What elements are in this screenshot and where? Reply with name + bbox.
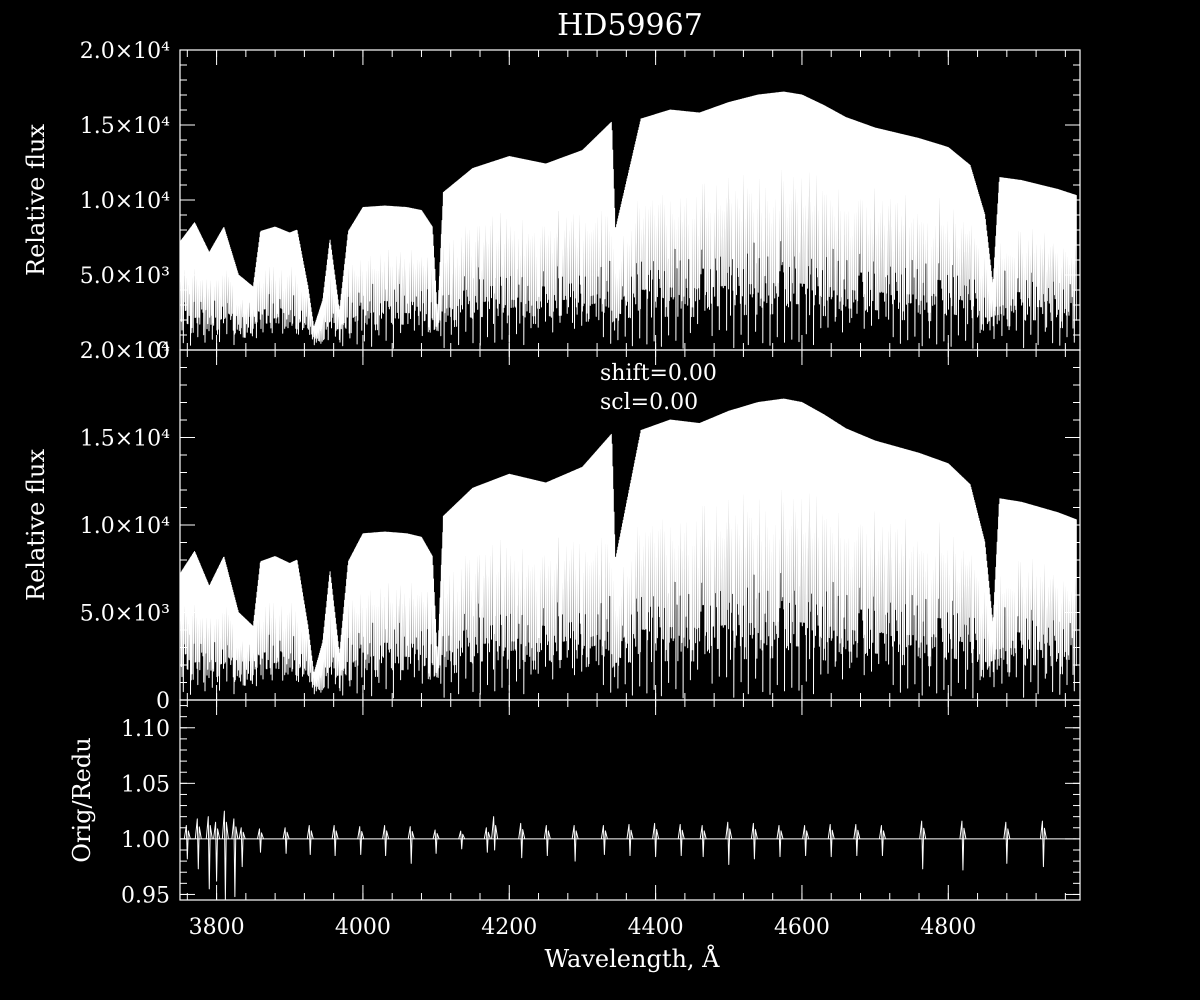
ratio-spike (827, 823, 835, 858)
x-tick-label: 4800 (920, 915, 976, 940)
x-tick-label: 4600 (774, 915, 830, 940)
x-tick-label: 4400 (628, 915, 684, 940)
ratio-spike (382, 825, 390, 857)
y-tick-label: 1.5×10⁴ (80, 114, 170, 139)
ratio-spike (853, 823, 861, 857)
ratio-spike (282, 827, 290, 854)
spectrum-line (179, 91, 1077, 349)
ratio-spike (571, 825, 579, 862)
panel-reduced-y-axis-title: Relative flux (22, 449, 50, 601)
ratio-spike (543, 825, 551, 857)
ratio-spike (183, 825, 191, 860)
ratio-spike (231, 818, 239, 898)
y-tick-label: 5.0×10³ (80, 264, 170, 289)
panel-reduced-spectrum (179, 398, 1077, 699)
y-tick-label: 1.5×10⁴ (80, 427, 170, 452)
x-axis-ticks: 3800 4000 4200 4400 4600 4800 (189, 915, 977, 940)
shift-annotation: shift=0.00 (600, 361, 717, 386)
x-tick-label: 4000 (335, 915, 391, 940)
ratio-spike (491, 816, 499, 851)
ratio-spike (919, 820, 927, 870)
ratio-spike (677, 823, 685, 857)
panel-original-y-ticks: 0 5.0×10³ 1.0×10⁴ 1.5×10⁴ 2.0×10⁴ (80, 39, 1080, 364)
ratio-spike (407, 826, 415, 864)
y-tick-label: 1.05 (121, 772, 170, 797)
y-tick-label: 2.0×10⁴ (80, 339, 170, 364)
ratio-spike (699, 825, 707, 858)
x-axis-title: Wavelength, Å (544, 944, 720, 973)
ratio-spike (483, 827, 491, 853)
ratio-spike (357, 826, 365, 855)
ratio-spike (205, 816, 213, 890)
ratio-spike (194, 818, 202, 870)
ratio-spike (725, 821, 733, 865)
y-tick-label: 0.95 (121, 883, 170, 908)
scale-annotation: scl=0.00 (600, 390, 698, 415)
ratio-spike (1003, 821, 1011, 864)
panel-reduced: 0 5.0×10³ 1.0×10⁴ 1.5×10⁴ 2.0×10⁴ Relative f… (22, 339, 1081, 714)
ratio-spike (750, 822, 758, 860)
ratio-spike (1039, 820, 1047, 868)
ratio-spike (600, 825, 608, 855)
y-tick-label: 1.10 (121, 717, 170, 742)
ratio-spike (959, 820, 967, 871)
ratio-spike (652, 822, 660, 858)
y-tick-label: 1.0×10⁴ (80, 189, 170, 214)
ratio-spike (626, 823, 634, 857)
x-tick-label: 3800 (189, 915, 245, 940)
panel-ratio-y-ticks: 0.95 1.00 1.05 1.10 (121, 700, 1080, 908)
x-tick-label: 4200 (481, 915, 537, 940)
y-tick-label: 1.00 (121, 828, 170, 853)
ratio-spike (776, 825, 784, 858)
ratio-spike (331, 825, 339, 857)
y-tick-label: 5.0×10³ (80, 602, 170, 627)
ratio-spike (432, 829, 440, 854)
y-tick-label: 1.0×10⁴ (80, 514, 170, 539)
panel-original-y-axis-title: Relative flux (22, 124, 50, 276)
y-tick-label: 0 (156, 339, 170, 364)
ratio-spike (256, 828, 264, 853)
y-tick-label: 0 (156, 689, 170, 714)
ratio-spike (518, 822, 526, 859)
panel-ratio-frame (179, 699, 1081, 901)
y-tick-label: 2.0×10⁴ (80, 39, 170, 64)
ratio-spike (213, 821, 221, 882)
panel-original-spectrum (179, 91, 1077, 349)
ratio-spike (802, 825, 810, 857)
spectrum-line (179, 398, 1077, 699)
ratio-spike (238, 827, 246, 868)
ratio-spike (306, 825, 314, 855)
ratio-spike (458, 830, 466, 850)
panel-reduced-y-ticks: 0 5.0×10³ 1.0×10⁴ 1.5×10⁴ 2.0×10⁴ (80, 339, 1080, 714)
chart-title: HD59967 (557, 8, 703, 43)
panel-ratio-y-axis-title: Orig/Redu (68, 737, 96, 862)
ratio-spike (878, 825, 886, 857)
panel-ratio: 0.95 1.00 1.05 1.10 Orig/Redu (68, 699, 1081, 908)
